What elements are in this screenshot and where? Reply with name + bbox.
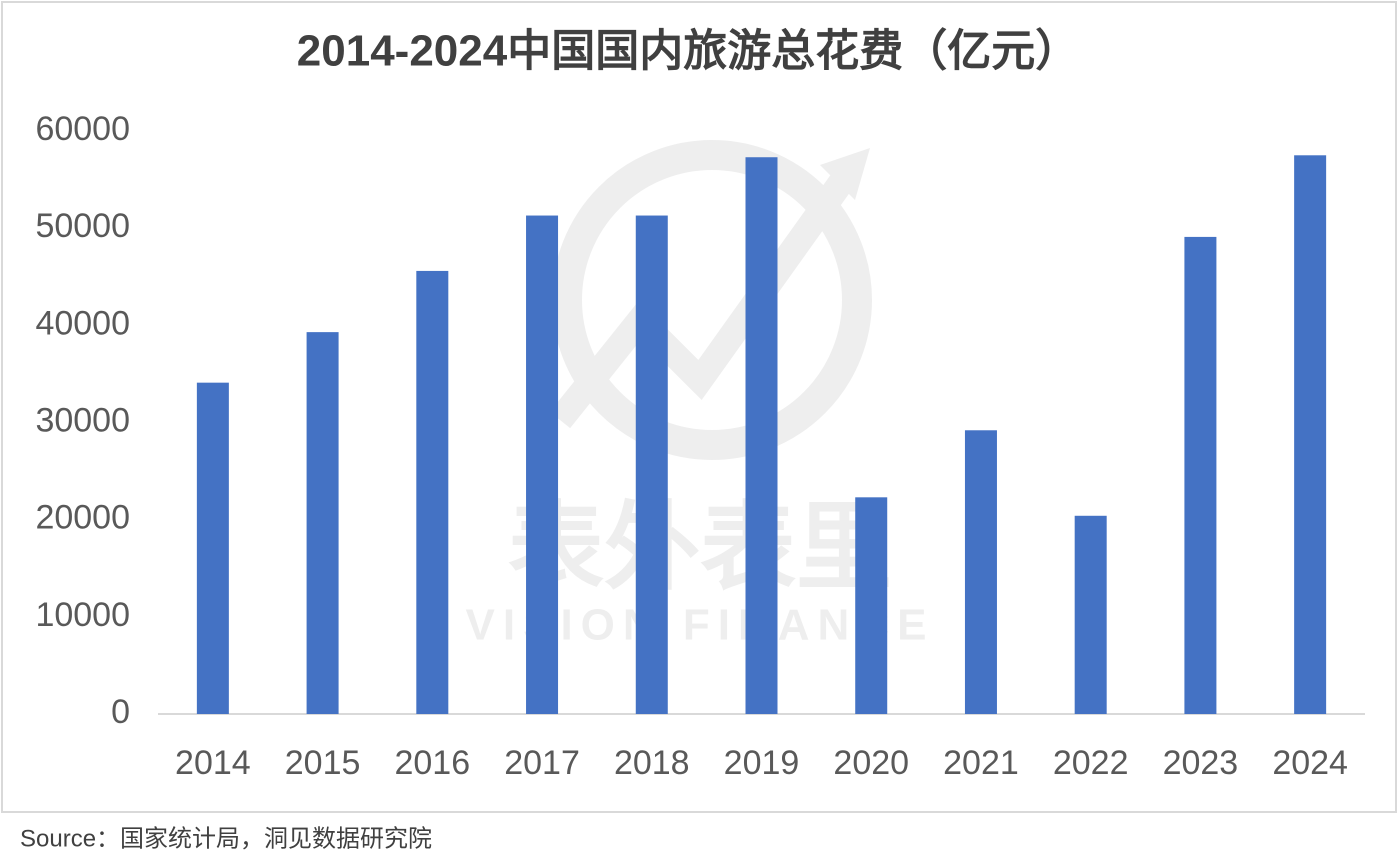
y-tick-label: 50000 [35,207,130,245]
bar [526,215,559,714]
bar [1074,515,1107,714]
y-tick-label: 30000 [35,401,130,439]
bar [1184,236,1217,714]
x-tick-label: 2018 [614,744,690,782]
chart-frame [1,1,1397,813]
y-tick-label: 20000 [35,499,130,537]
y-tick-label: 10000 [35,596,130,634]
bar [635,215,668,714]
bar [196,382,229,714]
bar [964,430,997,714]
bar [416,270,449,714]
x-tick-label: 2022 [1053,744,1129,782]
x-tick-label: 2020 [833,744,909,782]
x-tick-label: 2024 [1272,744,1348,782]
chart-title: 2014-2024中国国内旅游总花费（亿元） [297,27,1079,76]
x-tick-label: 2014 [175,744,251,782]
bar [745,157,778,715]
bar [1294,155,1327,714]
x-tick-label: 2021 [943,744,1019,782]
bar [306,332,339,714]
x-tick-label: 2019 [724,744,800,782]
y-tick-label: 0 [111,693,130,731]
x-tick-label: 2017 [504,744,580,782]
source-note: Source：国家统计局，洞见数据研究院 [20,825,432,852]
x-tick-label: 2023 [1163,744,1239,782]
y-tick-label: 40000 [35,304,130,342]
x-tick-label: 2015 [285,744,361,782]
y-tick-label: 60000 [35,110,130,148]
x-tick-label: 2016 [394,744,470,782]
bar [855,497,888,714]
watermark: 表外表里 [508,494,892,601]
